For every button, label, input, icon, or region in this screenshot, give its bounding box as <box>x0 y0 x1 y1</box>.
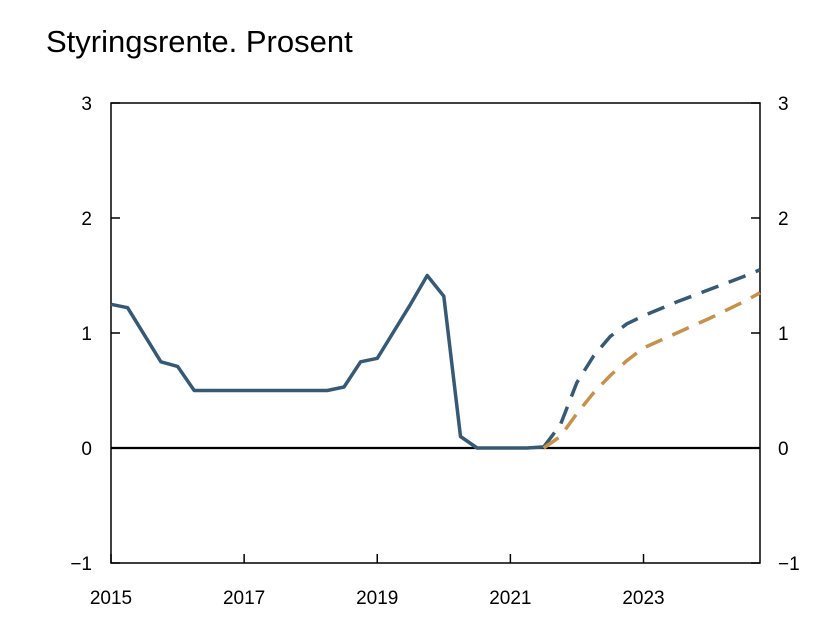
y-tick-label-right: −1 <box>778 554 800 575</box>
x-tick-label: 2019 <box>356 588 398 609</box>
x-tick-label: 2015 <box>90 588 132 609</box>
y-tick-label-left: 0 <box>81 439 92 460</box>
x-tick-label: 2017 <box>223 588 265 609</box>
y-tick-label-right: 3 <box>778 94 789 115</box>
y-tick-label-right: 0 <box>778 439 789 460</box>
series-line-1 <box>542 268 761 448</box>
y-tick-label-right: 2 <box>778 209 789 230</box>
chart-title: Styringsrente. Prosent <box>46 24 353 59</box>
y-tick-label-left: 1 <box>81 324 92 345</box>
y-tick-label-right: 1 <box>778 324 789 345</box>
x-tick-label: 2021 <box>489 588 531 609</box>
x-tick-label: 2023 <box>622 588 664 609</box>
y-tick-label-left: −1 <box>70 554 92 575</box>
plot-frame <box>110 102 761 564</box>
y-tick-label-left: 2 <box>81 209 92 230</box>
y-tick-label-left: 3 <box>81 94 92 115</box>
series-line-0 <box>110 273 544 450</box>
series-line-2 <box>542 291 761 450</box>
